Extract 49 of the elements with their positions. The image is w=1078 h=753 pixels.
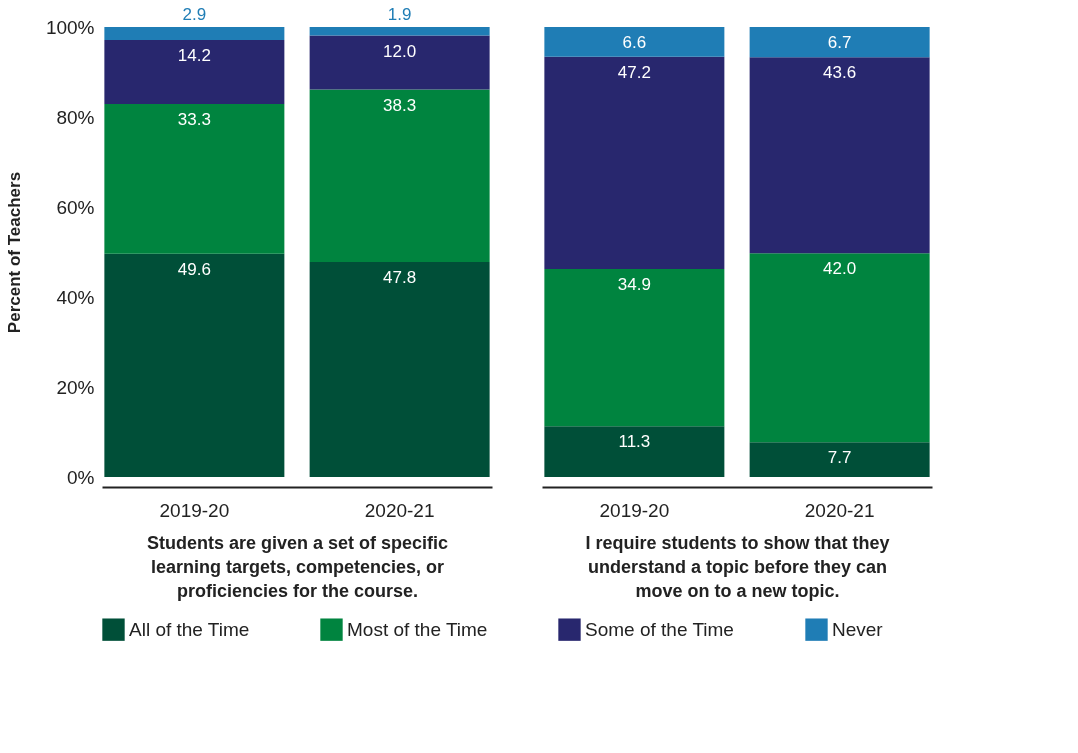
bar bbox=[309, 27, 490, 36]
bar bbox=[104, 103, 285, 254]
data-label: 1.9 bbox=[387, 5, 412, 24]
bar bbox=[544, 426, 725, 477]
data-label: 6.6 bbox=[622, 33, 647, 52]
x-tick-label: 2019-20 bbox=[159, 499, 230, 521]
text: Students are given a set of specific learning targets, competencies, or proficiencies for the course. bbox=[146, 532, 449, 601]
data-label: 34.9 bbox=[617, 275, 651, 295]
bar bbox=[544, 269, 725, 427]
data-label: 42.0 bbox=[823, 259, 857, 279]
bar bbox=[749, 27, 930, 58]
data-label: 47.8 bbox=[383, 267, 417, 287]
bar bbox=[104, 40, 285, 104]
y-tick-label: 60% bbox=[56, 196, 95, 218]
x-tick-label: 2020-21 bbox=[804, 499, 875, 521]
y-tick-label: 40% bbox=[56, 286, 95, 308]
data-label: 6.7 bbox=[827, 33, 852, 52]
bar bbox=[749, 442, 930, 477]
legend-label: Never bbox=[832, 618, 884, 640]
bar bbox=[309, 261, 490, 477]
legend-label: Some of the Time bbox=[585, 618, 734, 640]
bar bbox=[104, 253, 285, 477]
bar bbox=[544, 56, 725, 270]
text: I require students to show that they understand a topic before they can move on to a new topic. bbox=[585, 532, 890, 601]
bar bbox=[749, 253, 930, 443]
bar bbox=[309, 89, 490, 262]
legend-label: Most of the Time bbox=[347, 618, 488, 640]
y-tick-label: 80% bbox=[56, 106, 95, 128]
data-label: 33.3 bbox=[177, 109, 211, 129]
data-label: 11.3 bbox=[618, 432, 651, 452]
y-tick-label: 0% bbox=[67, 466, 95, 488]
y-tick-label: 20% bbox=[56, 376, 95, 398]
bar bbox=[104, 27, 285, 41]
y-axis-title: Percent of Teachers bbox=[4, 171, 24, 334]
data-label: 12.0 bbox=[383, 41, 417, 61]
data-label: 47.2 bbox=[617, 62, 651, 82]
bar bbox=[309, 35, 490, 90]
data-label: 2.9 bbox=[182, 5, 207, 24]
data-label: 38.3 bbox=[383, 95, 417, 115]
bar bbox=[749, 57, 930, 254]
x-tick-label: 2019-20 bbox=[599, 499, 670, 521]
data-label: 43.6 bbox=[823, 63, 857, 83]
data-label: 49.6 bbox=[177, 259, 211, 279]
y-tick-label: 100% bbox=[45, 16, 95, 38]
x-tick-label: 2020-21 bbox=[364, 499, 435, 521]
data-label: 7.7 bbox=[827, 448, 852, 468]
legend-label: All of the Time bbox=[129, 618, 250, 640]
bar bbox=[544, 27, 725, 57]
data-label: 14.2 bbox=[177, 46, 211, 66]
